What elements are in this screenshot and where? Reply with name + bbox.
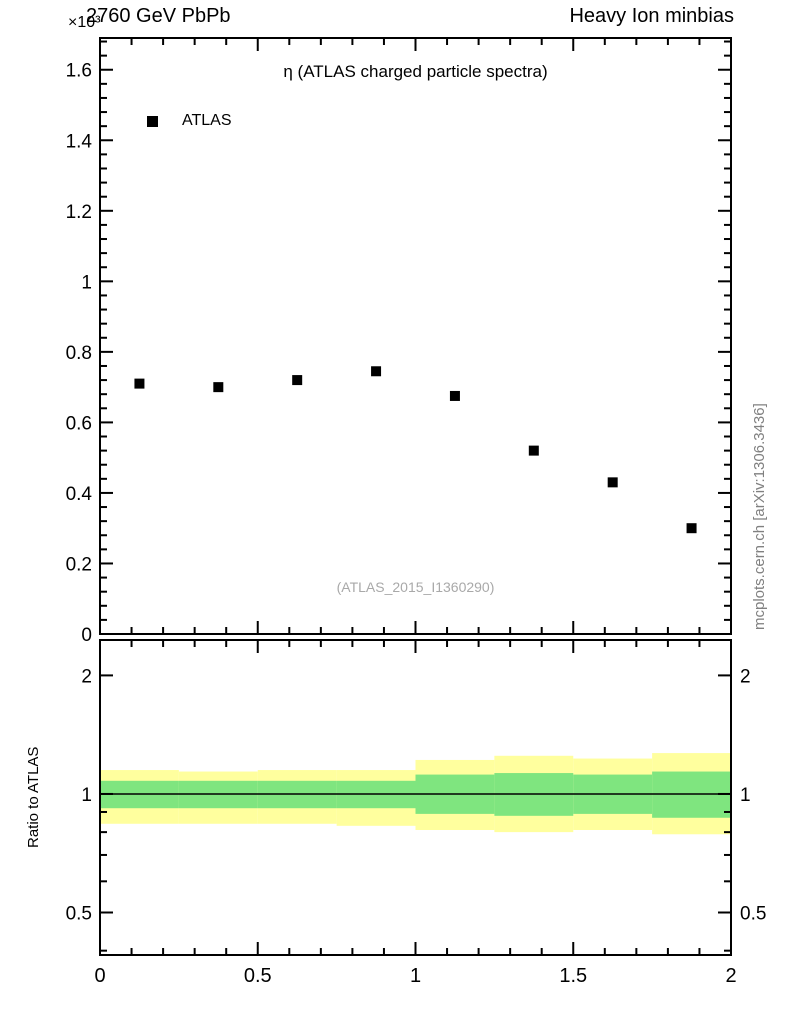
ratio-ytick-label-right: 2 <box>740 666 751 687</box>
data-point-marker <box>213 382 224 393</box>
main-ytick-label: 1.6 <box>66 61 92 82</box>
data-point-marker <box>134 378 145 389</box>
ratio-xtick-label: 0 <box>94 965 105 987</box>
header-beam-energy: 2760 GeV PbPb <box>86 5 231 27</box>
ratio-ytick-label-left: 0.5 <box>66 904 92 925</box>
data-point-marker <box>528 445 539 456</box>
plot-title: η (ATLAS charged particle spectra) <box>283 62 548 81</box>
data-point-marker <box>607 477 618 488</box>
main-ytick-label: 0.8 <box>66 343 92 364</box>
ratio-xtick-label: 2 <box>725 965 736 987</box>
main-ytick-label: 1.4 <box>66 131 93 152</box>
ratio-xtick-label: 1 <box>410 965 421 987</box>
data-point-marker <box>371 366 382 377</box>
main-ytick-label: 0 <box>81 625 92 646</box>
legend-filled-square-icon <box>147 115 158 127</box>
ratio-y-axis-label: Ratio to ATLAS <box>25 746 42 848</box>
data-point-marker <box>292 375 303 386</box>
axis-tick-labels: 0 0.2 0.4 0.6 0.8 1 1.2 1.4 1.6 0 0.5 1 1.5 2 0.5 0.5 1 1… <box>66 61 767 987</box>
ratio-uncertainty-bands <box>100 753 731 835</box>
analysis-watermark: (ATLAS_2015_I1360290) <box>336 579 495 595</box>
legend-label: ATLAS <box>182 112 232 129</box>
ratio-ytick-label-right: 1 <box>740 785 751 806</box>
main-ytick-label: 1 <box>81 272 92 293</box>
data-point-marker <box>686 523 697 534</box>
legend: ATLAS <box>147 112 232 130</box>
main-ytick-label: 0.2 <box>66 554 92 575</box>
data-point-marker <box>449 390 460 401</box>
axis-ticks <box>99 38 732 955</box>
ratio-ytick-label-left: 2 <box>81 666 92 687</box>
data-series-atlas <box>134 366 697 534</box>
ratio-ytick-label-right: 0.5 <box>740 904 766 925</box>
ratio-xtick-label: 1.5 <box>559 965 587 987</box>
header-process: Heavy Ion minbias <box>569 5 734 27</box>
y-axis-exponent: ×10³ <box>68 14 101 31</box>
main-ytick-label: 1.2 <box>66 202 92 223</box>
mcplots-attribution: mcplots.cern.ch [arXiv:1306.3436] <box>751 403 768 630</box>
main-ytick-label: 0.4 <box>66 484 93 505</box>
ratio-xtick-label: 0.5 <box>244 965 272 987</box>
ratio-ytick-label-left: 1 <box>81 785 92 806</box>
main-ytick-label: 0.6 <box>66 413 92 434</box>
